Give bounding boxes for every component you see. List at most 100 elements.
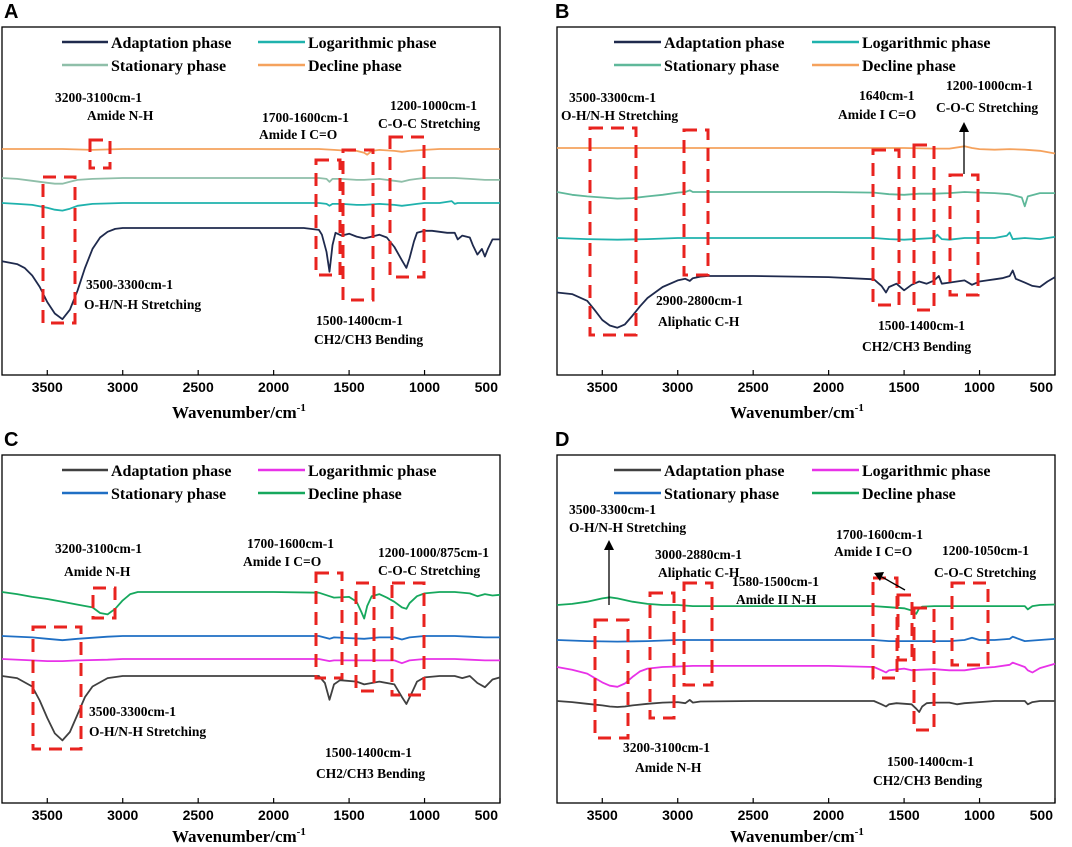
- series-line-adaptation: [556, 699, 1055, 713]
- annotation-text: O-H/N-H Stretching: [569, 520, 686, 535]
- plot-frame: [1, 26, 501, 376]
- annotation-text: Amide II N-H: [736, 592, 817, 607]
- annotation-text: 1500-1400cm-1: [887, 754, 974, 769]
- highlight-box: [912, 143, 936, 312]
- panel-label: A: [4, 1, 18, 23]
- annotation-text: O-H/N-H Stretching: [561, 108, 678, 123]
- x-tick-label: 1000: [409, 807, 440, 823]
- x-tick-label: 2500: [738, 807, 769, 823]
- annotation-text: Aliphatic C-H: [658, 565, 740, 580]
- legend-label-stationary: Stationary phase: [111, 486, 226, 503]
- highlight-box: [682, 581, 714, 687]
- highlight-box: [896, 593, 914, 662]
- x-tick-label: 1500: [334, 379, 365, 395]
- legend-label-adaptation: Adaptation phase: [664, 463, 784, 480]
- annotation-text: O-H/N-H Stretching: [84, 297, 201, 312]
- annotation-text: 2900-2800cm-1: [656, 293, 743, 308]
- legend-label-logarithmic: Logarithmic phase: [308, 463, 436, 480]
- series-line-logarithmic: [556, 231, 1056, 241]
- annotation-text: 1200-1000cm-1: [946, 78, 1033, 93]
- x-tick-label: 1000: [409, 379, 440, 395]
- highlight-box: [354, 581, 376, 693]
- annotation-text: 1200-1050cm-1: [942, 543, 1029, 558]
- highlight-box: [912, 606, 936, 732]
- series-line-decline: [2, 148, 500, 156]
- plot-frame: [1, 454, 501, 804]
- series-line-stationary: [556, 635, 1056, 643]
- panel-b: B Adaptation phase Logarithmic phase Sta…: [555, 1, 1056, 422]
- series-line-stationary: [556, 189, 1055, 208]
- highlight-box: [341, 148, 375, 302]
- annotation-text: C-O-C Stretching: [936, 100, 1038, 115]
- panel-a: A Adaptation phase Logarithmic phase Sta…: [1, 1, 501, 422]
- legend-label-decline: Decline phase: [308, 58, 402, 75]
- annotation-text: Amide N-H: [635, 760, 702, 775]
- annotation-text: 1500-1400cm-1: [316, 313, 403, 328]
- x-tick-label: 1000: [964, 379, 995, 395]
- highlight-box: [88, 138, 112, 170]
- x-tick-label: 3000: [662, 807, 693, 823]
- highlight-box: [41, 175, 77, 325]
- x-axis-label: Wavenumber/cm-1: [172, 402, 306, 422]
- x-tick-label: 3500: [587, 379, 618, 395]
- x-axis-label: Wavenumber/cm-1: [730, 826, 864, 846]
- highlight-box: [950, 581, 990, 667]
- annotation-text: 3200-3100cm-1: [55, 90, 142, 105]
- annotation-text: 1700-1600cm-1: [262, 110, 349, 125]
- arrow-head: [604, 540, 614, 550]
- annotation-text: Amide N-H: [64, 564, 131, 579]
- highlight-box: [314, 158, 342, 277]
- annotation-text: CH2/CH3 Bending: [873, 773, 982, 788]
- annotation-text: 1200-1000/875cm-1: [378, 545, 489, 560]
- x-axis-label: Wavenumber/cm-1: [172, 826, 306, 846]
- x-tick-label: 2500: [183, 807, 214, 823]
- highlight-box: [648, 591, 676, 720]
- annotation-text: Amide I C=O: [834, 544, 912, 559]
- arrow-head: [959, 122, 969, 132]
- x-tick-label: 500: [475, 379, 499, 395]
- highlight-box: [588, 126, 638, 337]
- legend-label-logarithmic: Logarithmic phase: [862, 463, 990, 480]
- legend-label-decline: Decline phase: [308, 486, 402, 503]
- annotation-text: C-O-C Stretching: [934, 565, 1036, 580]
- highlight-box: [390, 581, 426, 697]
- x-tick-label: 2000: [813, 807, 844, 823]
- annotation-text: C-O-C Stretching: [378, 563, 480, 578]
- x-tick-label: 1500: [889, 379, 920, 395]
- annotation-text: O-H/N-H Stretching: [89, 724, 206, 739]
- annotation-text: 3200-3100cm-1: [55, 541, 142, 556]
- annotation-text: Amide I C=O: [838, 107, 916, 122]
- highlight-box: [871, 148, 901, 307]
- panel-label: B: [555, 1, 569, 23]
- annotation-text: 1580-1500cm-1: [732, 574, 819, 589]
- x-tick-label: 1000: [964, 807, 995, 823]
- annotation-text: 3200-3100cm-1: [623, 740, 710, 755]
- annotation-text: CH2/CH3 Bending: [314, 332, 423, 347]
- series-line-adaptation: [1, 675, 501, 742]
- annotation-text: 1640cm-1: [859, 88, 915, 103]
- annotation-text: 1700-1600cm-1: [836, 527, 923, 542]
- legend-label-stationary: Stationary phase: [111, 58, 226, 75]
- annotation-text: Amide N-H: [87, 108, 154, 123]
- highlight-box: [948, 173, 980, 297]
- plot-frame: [556, 454, 1056, 804]
- annotation-text: 3500-3300cm-1: [89, 704, 176, 719]
- highlight-box: [388, 135, 426, 279]
- annotation-text: 1500-1400cm-1: [325, 745, 412, 760]
- annotation-text: CH2/CH3 Bending: [862, 339, 971, 354]
- arrow-head: [874, 572, 884, 581]
- panel-c: C Adaptation phase Logarithmic phase Sta…: [1, 429, 501, 846]
- legend-label-logarithmic: Logarithmic phase: [308, 35, 436, 52]
- series-line-decline: [557, 145, 1056, 155]
- highlight-box: [91, 586, 117, 620]
- x-tick-label: 3000: [107, 807, 138, 823]
- x-tick-label: 3500: [32, 807, 63, 823]
- x-tick-label: 1500: [334, 807, 365, 823]
- x-tick-label: 3000: [107, 379, 138, 395]
- x-tick-label: 2500: [738, 379, 769, 395]
- x-tick-label: 500: [1030, 379, 1054, 395]
- panel-label: C: [4, 429, 18, 451]
- legend-label-decline: Decline phase: [862, 486, 956, 503]
- x-tick-label: 3000: [662, 379, 693, 395]
